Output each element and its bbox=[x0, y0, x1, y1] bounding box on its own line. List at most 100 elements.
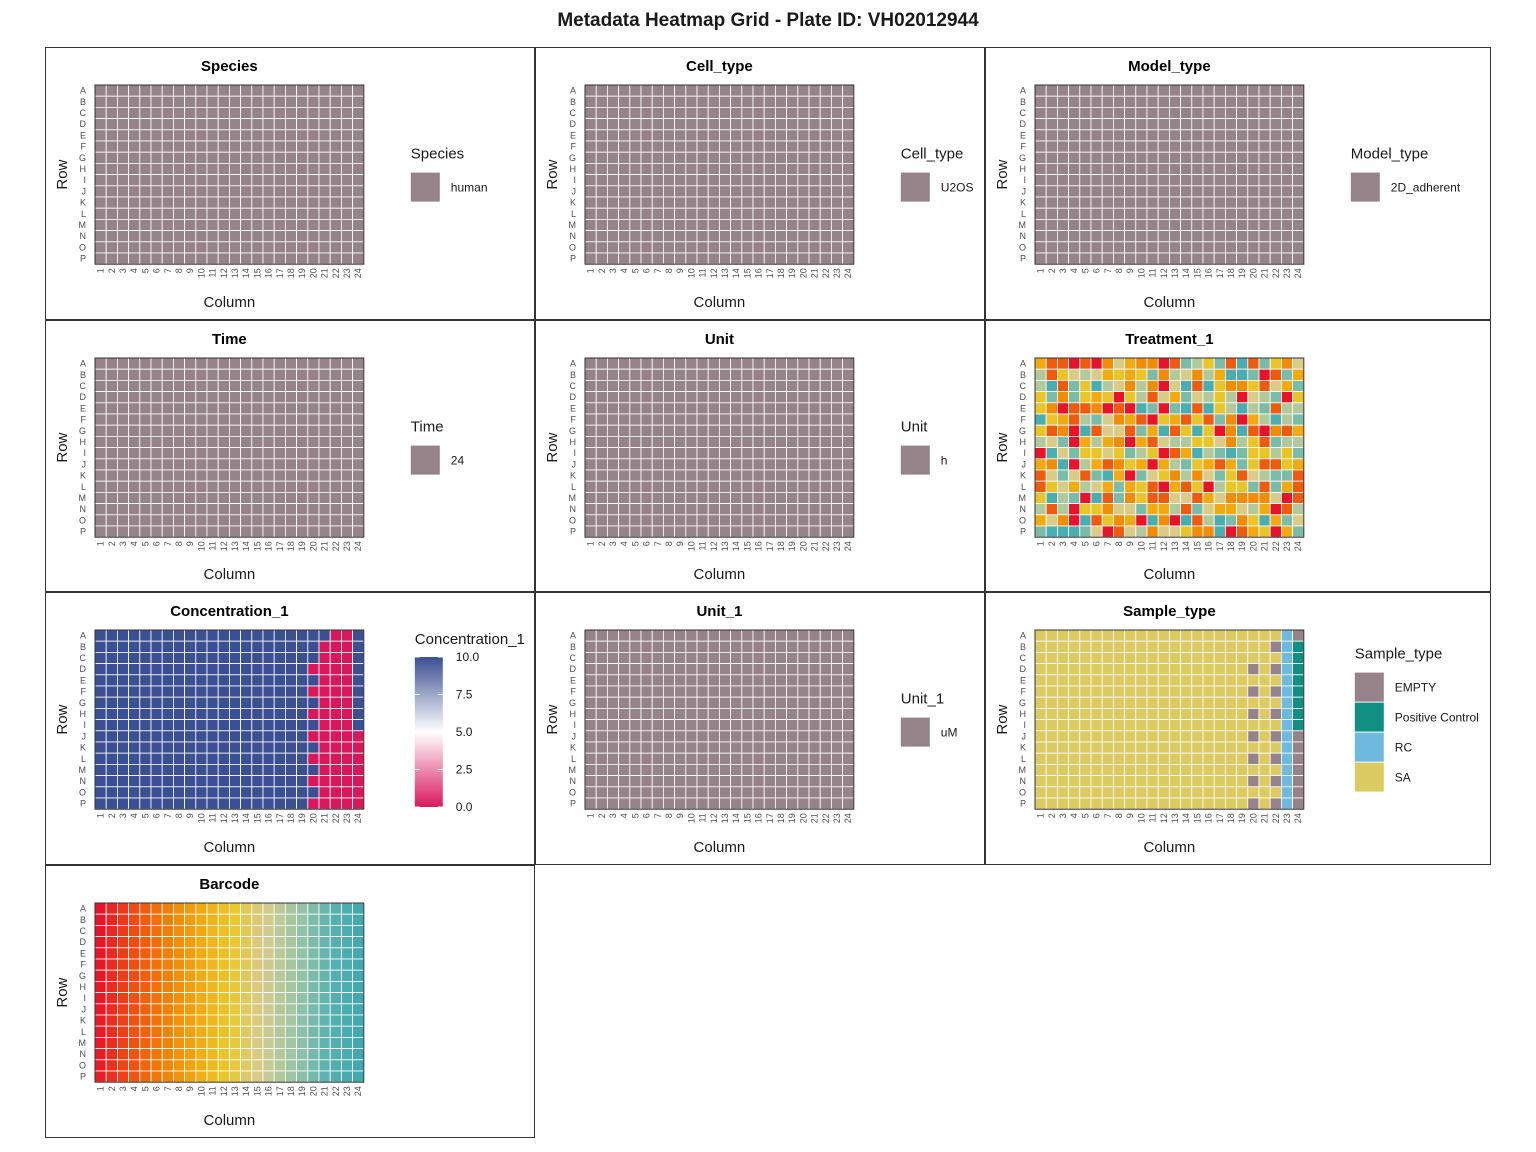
heatmap-cell bbox=[808, 380, 821, 393]
heatmap-cell bbox=[1224, 480, 1237, 493]
heatmap-cell bbox=[1135, 436, 1148, 449]
heatmap-cell bbox=[173, 1070, 186, 1083]
heatmap-cell bbox=[651, 469, 664, 482]
heatmap-cell bbox=[819, 447, 832, 460]
heatmap-cell bbox=[595, 140, 608, 153]
heatmap-cell bbox=[763, 786, 776, 799]
heatmap-cell bbox=[139, 185, 152, 198]
heatmap-cell bbox=[173, 902, 186, 915]
heatmap-cell bbox=[730, 230, 743, 243]
row-tick-label: E bbox=[80, 130, 86, 140]
heatmap-cell bbox=[595, 185, 608, 198]
heatmap-cell bbox=[273, 992, 286, 1005]
heatmap-cell bbox=[1113, 730, 1126, 743]
heatmap-cell bbox=[1146, 118, 1159, 131]
heatmap-cell bbox=[1202, 196, 1215, 209]
heatmap-cell bbox=[685, 491, 698, 504]
heatmap-cell bbox=[251, 491, 264, 504]
heatmap-cell bbox=[105, 1036, 118, 1049]
heatmap-cell bbox=[251, 84, 264, 97]
heatmap-cell bbox=[105, 447, 118, 460]
heatmap-cell bbox=[307, 163, 320, 176]
heatmap-cell bbox=[284, 424, 297, 437]
plot-border bbox=[584, 84, 855, 265]
heatmap-cell bbox=[262, 1070, 275, 1083]
heatmap-cell bbox=[696, 663, 709, 676]
plot-border bbox=[94, 357, 365, 538]
heatmap-cell bbox=[139, 1025, 152, 1038]
heatmap-cell bbox=[228, 936, 241, 949]
heatmap-cell bbox=[117, 969, 130, 982]
heatmap-cell bbox=[150, 640, 163, 653]
heatmap-cell bbox=[284, 391, 297, 404]
row-tick-label: H bbox=[80, 164, 87, 174]
heatmap-cell bbox=[1191, 663, 1204, 676]
column-tick-label: 7 bbox=[653, 813, 663, 818]
heatmap-cell bbox=[819, 685, 832, 698]
heatmap-cell bbox=[1280, 763, 1293, 776]
heatmap-cell bbox=[1146, 719, 1159, 732]
column-tick-label: 24 bbox=[1293, 541, 1303, 551]
heatmap-cell bbox=[1101, 663, 1114, 676]
heatmap-cell bbox=[340, 640, 353, 653]
row-tick-label: M bbox=[569, 765, 577, 775]
heatmap-cell bbox=[173, 480, 186, 493]
heatmap-cell bbox=[640, 207, 653, 220]
heatmap-cell bbox=[1068, 797, 1081, 810]
heatmap-cell bbox=[685, 752, 698, 765]
heatmap-cell bbox=[819, 118, 832, 131]
heatmap-cell bbox=[774, 252, 787, 265]
heatmap-cell bbox=[1180, 775, 1193, 788]
heatmap-cell bbox=[296, 196, 309, 209]
heatmap-cell bbox=[1280, 95, 1293, 108]
column-tick-label: 5 bbox=[630, 268, 640, 273]
heatmap-cell bbox=[786, 629, 799, 642]
heatmap-cell bbox=[1146, 140, 1159, 153]
heatmap-cell bbox=[329, 797, 342, 810]
heatmap-cell bbox=[217, 629, 230, 642]
heatmap-cell bbox=[1079, 174, 1092, 187]
heatmap-cell bbox=[1079, 447, 1092, 460]
heatmap-cell bbox=[1068, 196, 1081, 209]
column-tick-label: 6 bbox=[152, 268, 162, 273]
heatmap-cell bbox=[842, 230, 855, 243]
heatmap-cell bbox=[1146, 218, 1159, 231]
heatmap-cell bbox=[797, 663, 810, 676]
heatmap-cell bbox=[663, 424, 676, 437]
heatmap-cell bbox=[718, 174, 731, 187]
heatmap-cell bbox=[786, 230, 799, 243]
heatmap-cell bbox=[629, 708, 642, 721]
heatmap-cell bbox=[150, 741, 163, 754]
heatmap-cell bbox=[685, 163, 698, 176]
row-tick-label: C bbox=[80, 653, 87, 663]
row-tick-label: J bbox=[82, 731, 87, 741]
heatmap-cell bbox=[340, 503, 353, 516]
heatmap-cell bbox=[206, 503, 219, 516]
heatmap-cell bbox=[618, 663, 631, 676]
heatmap-cell bbox=[607, 730, 620, 743]
heatmap-cell bbox=[1292, 719, 1305, 732]
heatmap-cell bbox=[1113, 241, 1126, 254]
column-tick-label: 12 bbox=[219, 813, 229, 823]
heatmap-cell bbox=[1135, 525, 1148, 538]
heatmap-cell bbox=[340, 797, 353, 810]
heatmap-cell bbox=[1068, 525, 1081, 538]
heatmap-cell bbox=[830, 230, 843, 243]
heatmap-cell bbox=[94, 391, 107, 404]
row-tick-label: O bbox=[569, 515, 576, 525]
heatmap-cell bbox=[663, 107, 676, 120]
heatmap-cell bbox=[808, 84, 821, 97]
heatmap-cell bbox=[1101, 469, 1114, 482]
column-tick-label: 16 bbox=[264, 541, 274, 551]
legend-label: 2D_adherent bbox=[1391, 181, 1461, 195]
column-tick-label: 15 bbox=[252, 1086, 262, 1096]
heatmap-cell bbox=[117, 1070, 130, 1083]
heatmap-cell bbox=[629, 252, 642, 265]
heatmap-cell bbox=[763, 424, 776, 437]
heatmap-cell bbox=[161, 913, 174, 926]
heatmap-cell bbox=[618, 786, 631, 799]
heatmap-cell bbox=[173, 424, 186, 437]
heatmap-cell bbox=[307, 107, 320, 120]
heatmap-cell bbox=[741, 357, 754, 370]
heatmap-cell bbox=[1258, 491, 1271, 504]
